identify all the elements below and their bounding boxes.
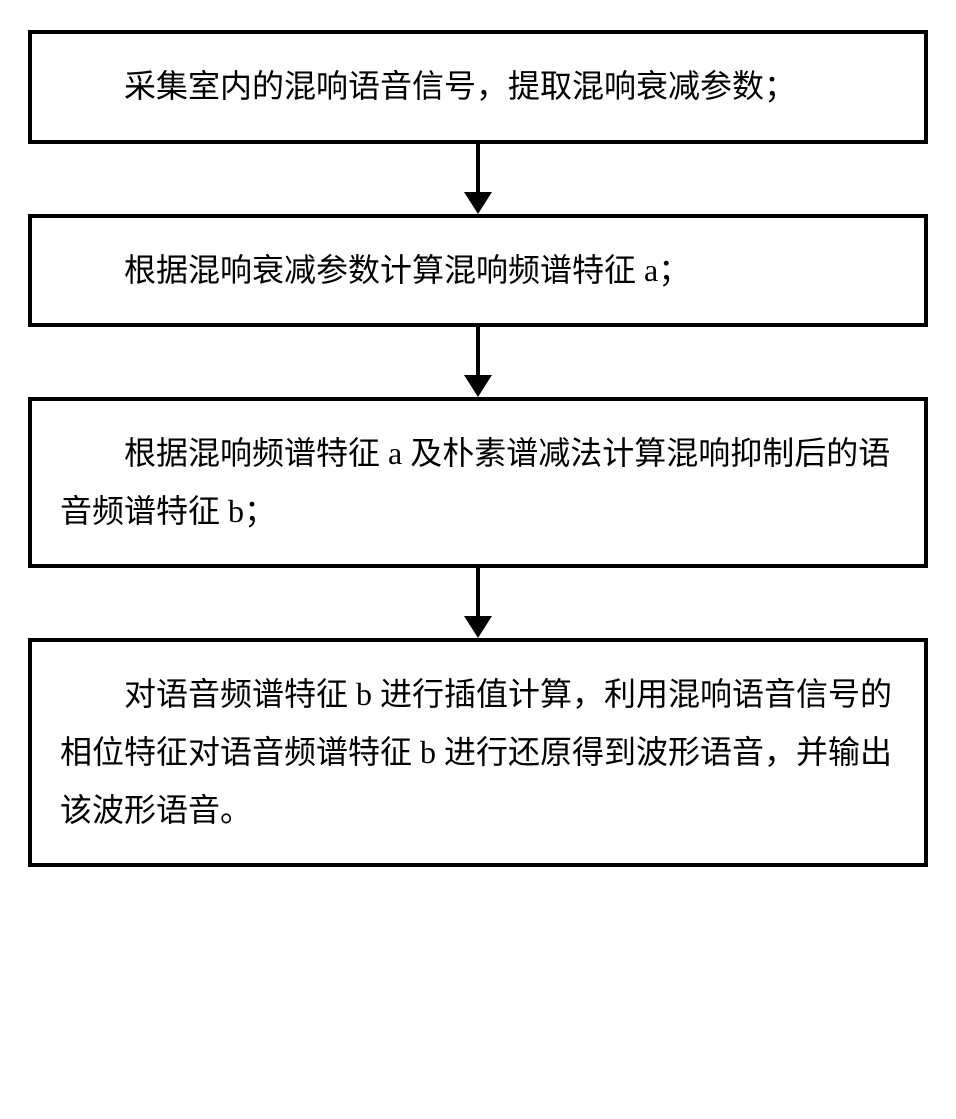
step-text-3: 根据混响频谱特征 a 及朴素谱减法计算混响抑制后的语音频谱特征 b； bbox=[60, 425, 896, 540]
arrow-3 bbox=[464, 568, 492, 638]
arrow-2 bbox=[464, 327, 492, 397]
arrow-head-icon bbox=[464, 192, 492, 214]
arrow-line bbox=[476, 568, 480, 616]
step-text-4: 对语音频谱特征 b 进行插值计算，利用混响语音信号的相位特征对语音频谱特征 b … bbox=[60, 666, 896, 839]
arrow-1 bbox=[464, 144, 492, 214]
step-text-2: 根据混响衰减参数计算混响频谱特征 a； bbox=[60, 242, 896, 300]
arrow-line bbox=[476, 327, 480, 375]
step-box-2: 根据混响衰减参数计算混响频谱特征 a； bbox=[28, 214, 928, 328]
step-box-1: 采集室内的混响语音信号，提取混响衰减参数； bbox=[28, 30, 928, 144]
flowchart-container: 采集室内的混响语音信号，提取混响衰减参数； 根据混响衰减参数计算混响频谱特征 a… bbox=[28, 30, 928, 867]
arrow-head-icon bbox=[464, 616, 492, 638]
step-box-3: 根据混响频谱特征 a 及朴素谱减法计算混响抑制后的语音频谱特征 b； bbox=[28, 397, 928, 568]
arrow-head-icon bbox=[464, 375, 492, 397]
arrow-line bbox=[476, 144, 480, 192]
step-text-1: 采集室内的混响语音信号，提取混响衰减参数； bbox=[60, 58, 896, 116]
step-box-4: 对语音频谱特征 b 进行插值计算，利用混响语音信号的相位特征对语音频谱特征 b … bbox=[28, 638, 928, 867]
